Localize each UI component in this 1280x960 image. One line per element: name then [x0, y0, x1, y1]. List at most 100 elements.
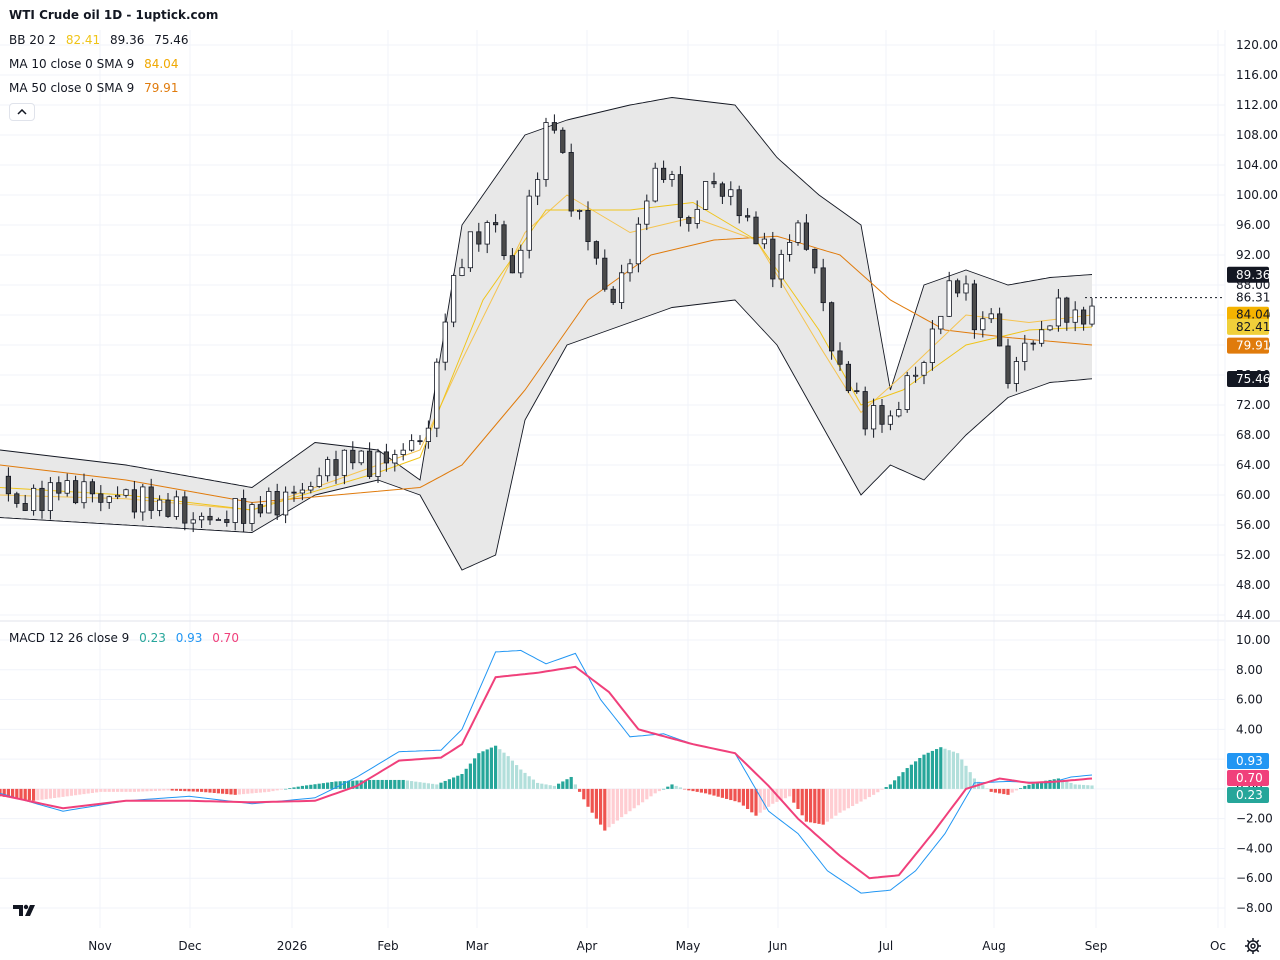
macd-histogram-bar	[666, 786, 670, 789]
macd-badge-label-signal: 0.70	[1236, 771, 1263, 785]
macd-histogram-bar	[599, 788, 603, 825]
candle-body	[383, 451, 390, 464]
settings-gear-icon[interactable]	[1244, 937, 1262, 955]
macd-histogram-bar	[737, 788, 741, 803]
macd-histogram-bar	[86, 788, 90, 794]
price-axis-tick-label: 108.00	[1236, 128, 1278, 142]
macd-histogram-bar	[834, 788, 838, 816]
macd-histogram-bar	[174, 788, 178, 791]
macd-histogram-bar	[74, 788, 78, 796]
macd-histogram-bar	[166, 788, 170, 791]
macd-signal-line	[0, 665, 1093, 880]
candle-body	[543, 122, 549, 180]
candle-body	[745, 215, 751, 218]
candle-body	[425, 427, 432, 442]
candle-body	[593, 241, 600, 259]
macd-histogram-bar	[145, 788, 149, 792]
macd-histogram-bar	[557, 783, 561, 789]
candle-body	[1047, 325, 1053, 331]
macd-histogram-bar	[216, 788, 220, 794]
macd-histogram-bar	[53, 788, 57, 799]
macd-histogram-bar	[964, 765, 968, 789]
macd-histogram-bar	[1086, 785, 1090, 789]
price-badge-bb_upper	[1227, 266, 1269, 283]
candle-body	[921, 362, 927, 376]
candle-body	[89, 481, 95, 495]
candle-body	[115, 494, 121, 498]
macd-histogram-bar	[242, 788, 246, 795]
price-badge-label-ma50: 79.91	[1236, 339, 1270, 353]
candle-body	[602, 257, 608, 290]
candle-body	[274, 491, 280, 516]
macd-histogram-bar	[573, 784, 577, 789]
candle-body	[644, 200, 650, 225]
candle-body	[375, 451, 381, 477]
candle-body	[703, 181, 709, 210]
macd-histogram-bar	[603, 788, 607, 831]
price-axis-tick-label: 68.00	[1236, 428, 1270, 442]
macd-histogram-bar	[489, 747, 493, 789]
macd-histogram-bar	[359, 780, 363, 789]
legend-ma10-value: 84.04	[144, 57, 179, 71]
legend-ma10-label: MA 10 close 0 SMA 9	[9, 57, 135, 71]
candle-body	[156, 499, 163, 511]
candle-body	[812, 248, 818, 269]
price-badge-label-bb_mid: 82.41	[1236, 320, 1270, 334]
candle-body	[736, 189, 742, 217]
macd-histogram-bar	[355, 780, 359, 789]
legend-macd-signal: 0.70	[212, 631, 239, 645]
macd-histogram-bar	[221, 788, 225, 794]
collapse-legend-button[interactable]	[9, 103, 35, 121]
bb-mid-line	[0, 201, 1093, 511]
macd-histogram-bar	[510, 760, 514, 789]
macd-histogram-bar	[124, 788, 128, 792]
candle-body	[879, 405, 885, 425]
macd-histogram-bar	[922, 754, 926, 789]
price-badge-bb_mid	[1227, 318, 1269, 335]
candle-body	[442, 321, 448, 363]
legend-bb-upper: 89.36	[110, 33, 145, 47]
candle-body	[820, 267, 826, 304]
candle-body	[131, 489, 137, 513]
candle-body	[198, 515, 205, 521]
macd-histogram-bar	[401, 779, 405, 789]
price-axis-tick-label: 56.00	[1236, 518, 1270, 532]
candle-body	[73, 480, 79, 504]
legend-ma50-value: 79.91	[144, 81, 179, 95]
candle-body	[669, 174, 675, 180]
candle-body	[358, 450, 364, 464]
macd-histogram-bar	[317, 783, 321, 789]
macd-histogram-bar	[405, 780, 409, 789]
candle-body	[610, 288, 616, 303]
candle-body	[324, 459, 331, 477]
candle-body	[165, 499, 171, 517]
candle-body	[207, 515, 213, 521]
tradingview-logo-icon[interactable]	[11, 901, 41, 919]
macd-histogram-bar	[939, 747, 943, 789]
macd-histogram-bar	[985, 788, 989, 790]
time-axis-label: Feb	[377, 939, 398, 953]
bb-lower-line	[0, 299, 1093, 571]
candle-body	[467, 231, 474, 269]
candle-body	[677, 174, 684, 218]
macd-histogram-bar	[653, 788, 657, 794]
macd-histogram-bar	[162, 788, 166, 791]
macd-histogram-bar	[729, 788, 733, 801]
macd-histogram-bar	[1019, 788, 1023, 789]
macd-axis-tick-label: 6.00	[1236, 693, 1263, 707]
price-axis-tick-label: 60.00	[1236, 488, 1270, 502]
macd-histogram-bar	[397, 779, 401, 789]
macd-histogram-bar	[926, 752, 930, 789]
macd-histogram-bar	[523, 772, 527, 789]
macd-histogram-bar	[578, 788, 582, 792]
time-axis-label: Aug	[982, 939, 1005, 953]
macd-histogram-bar	[288, 788, 292, 789]
macd-histogram-bar	[918, 757, 922, 789]
macd-histogram-bar	[61, 788, 65, 797]
candle-body	[123, 489, 129, 496]
candle-body	[1089, 305, 1095, 325]
macd-histogram-bar	[1073, 784, 1077, 789]
macd-histogram-bar	[956, 753, 960, 789]
macd-histogram-bar	[204, 788, 208, 793]
